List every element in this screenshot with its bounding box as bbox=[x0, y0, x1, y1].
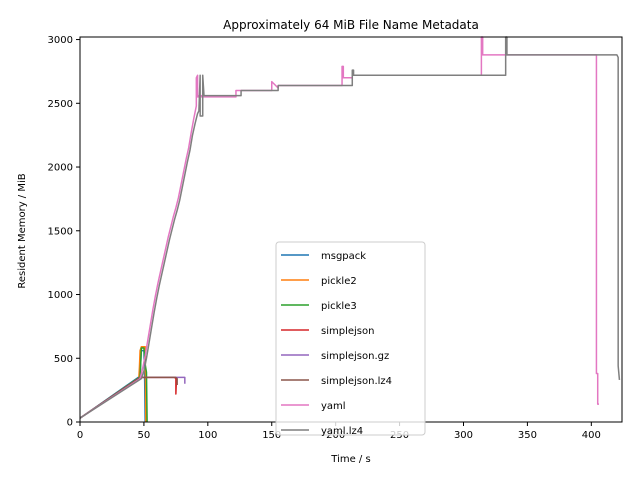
plot-area bbox=[79, 36, 621, 423]
legend-label: simplejson bbox=[321, 326, 374, 337]
legend-box bbox=[275, 241, 426, 436]
x-tick-label: 350 bbox=[518, 430, 537, 441]
x-tick-label: 400 bbox=[582, 430, 601, 441]
legend-label: pickle3 bbox=[321, 301, 357, 312]
x-tick-label: 0 bbox=[77, 430, 83, 441]
x-tick-label: 150 bbox=[262, 430, 281, 441]
y-tick-label: 0 bbox=[67, 418, 73, 429]
x-tick-label: 50 bbox=[138, 430, 151, 441]
legend: msgpack pickle2 pickle3 simplejson simplejso… bbox=[275, 241, 426, 437]
legend-label: yaml bbox=[321, 401, 346, 412]
legend-label: yaml.lz4 bbox=[321, 426, 363, 437]
y-axis-label: Resident Memory / MiB bbox=[17, 173, 28, 288]
chart-title: Approximately 64 MiB File Name Metadata bbox=[223, 18, 479, 32]
x-axis-label: Time / s bbox=[330, 454, 370, 465]
y-tick-label: 1500 bbox=[48, 226, 73, 237]
legend-label: simplejson.lz4 bbox=[321, 376, 392, 387]
x-tick-label: 300 bbox=[454, 430, 473, 441]
series-line-simplejson-lz4 bbox=[79, 376, 178, 419]
series-line-yaml-lz4 bbox=[79, 36, 621, 419]
legend-label: msgpack bbox=[321, 251, 366, 262]
y-tick-label: 3000 bbox=[48, 35, 73, 46]
y-tick-label: 2000 bbox=[48, 163, 73, 174]
y-tick-label: 500 bbox=[54, 354, 73, 365]
y-tick-label: 1000 bbox=[48, 290, 73, 301]
legend-label: simplejson.gz bbox=[321, 351, 389, 362]
x-tick-label: 100 bbox=[198, 430, 217, 441]
legend-label: pickle2 bbox=[321, 276, 357, 287]
y-tick-label: 2500 bbox=[48, 99, 73, 110]
